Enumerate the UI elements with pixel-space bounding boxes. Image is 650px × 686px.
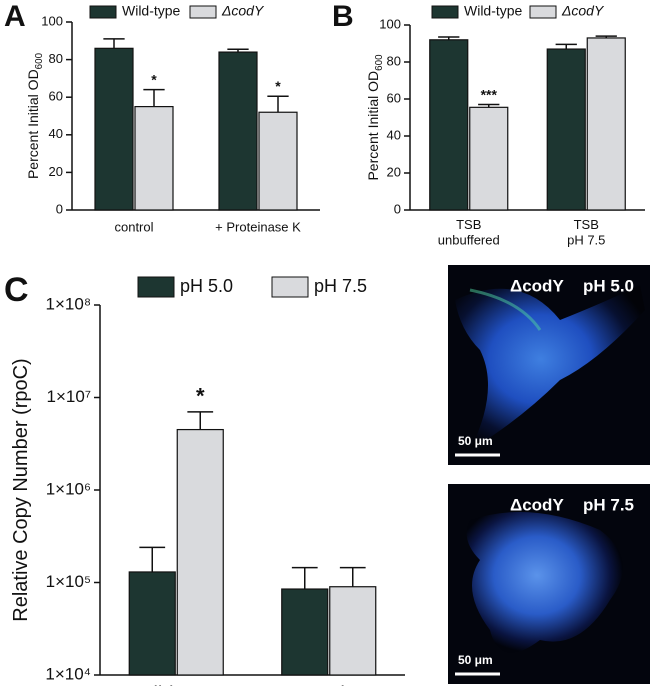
y-axis-label: Percent Initial OD600 (365, 54, 385, 181)
y-axis-label-subscript: 600 (34, 52, 45, 69)
x-tick-label-line: unbuffered (438, 233, 500, 248)
y-axis-label-text: Percent Initial OD (25, 69, 41, 179)
image-condition: pH 5.0 (583, 276, 634, 295)
y-tick-label: 1×10⁷ (47, 387, 91, 406)
y-tick-label: 40 (387, 127, 401, 142)
legend-swatch (189, 5, 217, 19)
x-tick-label-line: TSB (574, 217, 599, 232)
y-tick-label: 1×10⁶ (46, 479, 91, 498)
scale-bar-label: 50 μm (458, 653, 493, 667)
micrograph-1: ΔcodY pH 5.0 50 μm (448, 265, 650, 465)
x-tick-label-line: pH 7.5 (567, 233, 605, 248)
y-tick-label: 100 (41, 13, 63, 28)
legend-label: Wild-type (464, 3, 523, 19)
y-axis-label-text: Relative Copy Number (rpoC) (10, 358, 32, 621)
panel-label: C (4, 271, 29, 309)
legend-label: ΔcodY (221, 3, 265, 19)
y-axis-label-text: Percent Initial OD (365, 71, 381, 181)
legend-swatch (89, 5, 117, 19)
bar (469, 106, 509, 211)
y-tick-label: 20 (387, 164, 401, 179)
significance-label: * (275, 78, 281, 94)
y-tick-label: 0 (394, 201, 401, 216)
image-strain: ΔcodY (510, 276, 564, 295)
legend-swatch (431, 5, 459, 19)
legend-label: ΔcodY (561, 3, 605, 19)
panel-label: B (332, 0, 354, 33)
bar (176, 428, 224, 676)
y-tick-label: 0 (56, 201, 63, 216)
legend-label: Wild-type (122, 3, 181, 19)
bar (128, 571, 176, 676)
micrograph-2: ΔcodY pH 7.5 50 μm (448, 484, 650, 684)
x-tick-label: TSB pH 7.5 (567, 217, 605, 248)
y-tick-label: 1×10⁸ (46, 294, 91, 313)
bar (586, 37, 626, 211)
significance-label: * (151, 71, 157, 87)
bar (218, 51, 258, 211)
y-axis-label: Relative Copy Number (rpoC) (10, 358, 32, 621)
bar (546, 48, 586, 211)
legend-swatch (271, 276, 309, 298)
legend-swatch (529, 5, 557, 19)
legend-label: pH 7.5 (314, 276, 367, 296)
bar (429, 39, 469, 211)
image-strain: ΔcodY (510, 495, 564, 514)
y-tick-label: 60 (387, 90, 401, 105)
bar (258, 111, 298, 211)
bar (134, 105, 174, 211)
significance-label: *** (481, 86, 498, 102)
y-tick-label: 1×10⁵ (46, 572, 91, 591)
y-axis-label: Percent Initial OD600 (25, 52, 45, 179)
y-tick-label: 80 (387, 53, 401, 68)
y-tick-label: 20 (49, 164, 63, 179)
x-tick-label: control (114, 219, 153, 234)
x-tick-label: Wild-type (135, 683, 218, 686)
significance-label: * (196, 384, 205, 409)
x-tick-label-line: TSB (456, 217, 481, 232)
y-tick-label: 100 (379, 16, 401, 31)
bar (329, 586, 377, 676)
y-tick-label: 80 (49, 51, 63, 66)
x-tick-label: + Proteinase K (215, 219, 301, 234)
bar (281, 588, 329, 676)
panel-label: A (4, 0, 26, 33)
y-tick-label: 60 (49, 89, 63, 104)
x-tick-label: ΔcodY (299, 683, 358, 686)
bar (94, 47, 134, 211)
x-tick-label: TSB unbuffered (438, 217, 500, 248)
scale-bar-label: 50 μm (458, 434, 493, 448)
y-axis-label-subscript: 600 (374, 54, 385, 71)
legend-swatch (137, 276, 175, 298)
image-condition: pH 7.5 (583, 495, 634, 514)
legend-label: pH 5.0 (180, 276, 233, 296)
y-tick-label: 40 (49, 126, 63, 141)
y-tick-label: 1×10⁴ (45, 664, 91, 683)
